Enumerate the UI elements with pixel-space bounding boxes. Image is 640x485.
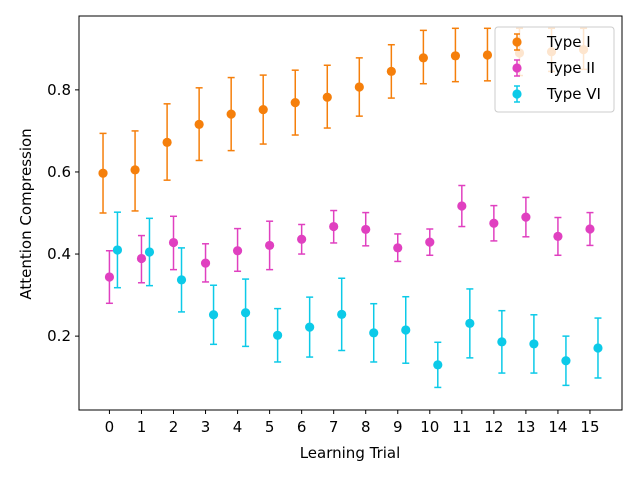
data-point (273, 330, 283, 340)
data-point (369, 328, 379, 338)
x-tick-label: 8 (361, 418, 371, 436)
x-tick-label: 4 (233, 418, 243, 436)
legend-box (494, 26, 615, 113)
x-tick-label: 6 (297, 418, 307, 436)
data-point (290, 97, 300, 108)
x-tick-label: 1 (137, 418, 147, 436)
data-point (450, 51, 461, 61)
legend-label: Type VI (546, 85, 601, 103)
x-tick-label: 5 (265, 418, 275, 436)
x-tick-label: 15 (580, 418, 599, 436)
data-point (393, 243, 403, 253)
x-tick-label: 2 (169, 418, 179, 436)
x-tick-label: 13 (516, 418, 535, 436)
legend-label: Type I (546, 33, 591, 51)
data-point (112, 245, 123, 255)
data-point (553, 231, 563, 241)
data-point (258, 104, 268, 115)
data-point (265, 240, 275, 251)
data-point (361, 224, 371, 235)
data-point (240, 308, 251, 318)
y-tick-label: 0.4 (47, 245, 71, 263)
data-point (226, 109, 236, 119)
data-point (418, 53, 428, 63)
data-point (489, 218, 499, 228)
data-point (561, 356, 571, 366)
legend-marker (512, 37, 522, 47)
x-tick-label: 9 (393, 418, 403, 436)
x-tick-label: 7 (329, 418, 339, 436)
data-point (354, 82, 364, 92)
y-axis-ticks: 0.2 0.4 0.6 0.8 (47, 81, 79, 345)
plot-frame (78, 15, 623, 411)
data-point (457, 201, 467, 211)
data-point (176, 275, 187, 285)
data-point (305, 322, 315, 332)
data-point (297, 234, 307, 244)
data-point (482, 50, 493, 60)
series-1 (104, 184, 595, 305)
data-point (529, 339, 539, 349)
data-point (144, 247, 155, 257)
data-point (200, 258, 211, 268)
legend: Type I Type II Type VI (494, 26, 615, 113)
data-point (433, 360, 443, 370)
data-point (130, 165, 140, 175)
x-tick-label: 0 (105, 418, 115, 436)
data-point (208, 310, 219, 320)
data-point (329, 221, 339, 232)
data-point (232, 246, 243, 256)
data-point (337, 309, 347, 319)
x-tick-label: 10 (420, 418, 439, 436)
x-axis-label: Learning Trial (300, 444, 401, 462)
data-point (401, 325, 411, 335)
data-point (322, 92, 332, 102)
data-point (98, 168, 108, 178)
data-point (104, 272, 115, 282)
legend-marker (512, 89, 522, 99)
legend-marker (512, 63, 522, 73)
legend-label: Type II (546, 59, 595, 77)
series-2 (112, 211, 603, 389)
data-point (425, 237, 435, 247)
y-axis-label: Attention Compression (17, 128, 35, 299)
data-point (593, 343, 603, 353)
data-point (136, 253, 147, 264)
data-point (497, 337, 507, 347)
plot-area (78, 15, 623, 411)
data-point (162, 137, 172, 148)
data-point (168, 237, 179, 248)
x-tick-label: 14 (548, 418, 567, 436)
data-point (465, 318, 475, 329)
x-tick-label: 3 (201, 418, 211, 436)
y-tick-label: 0.2 (47, 327, 71, 345)
data-point (194, 119, 204, 129)
data-point (585, 224, 595, 234)
y-tick-label: 0.6 (47, 163, 71, 181)
x-tick-label: 12 (484, 418, 503, 436)
x-tick-label: 11 (452, 418, 471, 436)
x-axis-ticks: 0 1 2 3 4 5 6 7 8 9 10 11 12 13 14 15 (105, 410, 600, 436)
data-point (386, 66, 396, 77)
y-tick-label: 0.8 (47, 81, 71, 99)
data-point (521, 212, 531, 222)
